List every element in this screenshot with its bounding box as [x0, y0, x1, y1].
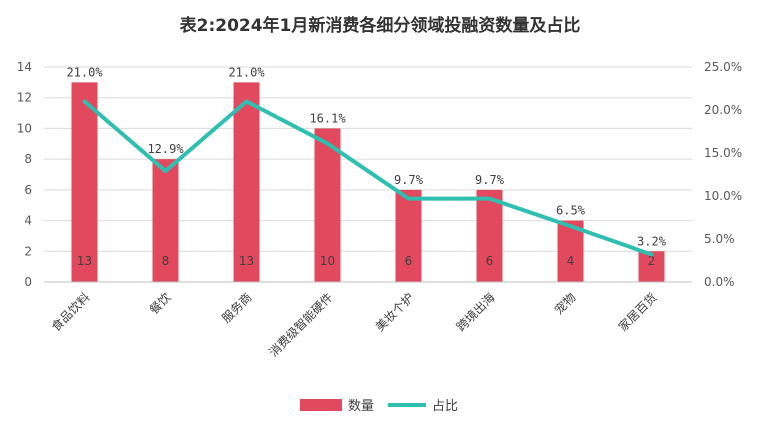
bar: [233, 82, 260, 282]
chart-title: 表2:2024年1月新消费各细分领域投融资数量及占比: [180, 15, 581, 36]
x-tick-label: 消费级智能硬件: [266, 290, 336, 360]
legend-label-share: 占比: [432, 399, 458, 414]
y-right-tick-label: 10.0%: [704, 189, 742, 203]
line-value-label: 6.5%: [556, 204, 586, 218]
y-right-tick-label: 15.0%: [704, 146, 742, 160]
gridlines: [44, 66, 692, 252]
bar: [476, 189, 503, 282]
line-value-label: 9.7%: [394, 173, 424, 187]
y-left-tick-label: 10: [17, 121, 32, 135]
y-right-tick-label: 25.0%: [704, 60, 742, 74]
bar: [314, 128, 341, 282]
x-tick-label: 家居百货: [615, 290, 660, 335]
y-right-tick-label: 0.0%: [704, 275, 735, 289]
y-left-tick-label: 14: [17, 60, 32, 74]
x-tick-label: 服务商: [219, 290, 255, 326]
share-line: [82, 99, 654, 257]
line-value-label: 3.2%: [637, 234, 667, 248]
y-left-tick-label: 8: [24, 152, 32, 166]
line-value-label: 9.7%: [475, 173, 505, 187]
bar-value-label: 13: [77, 254, 92, 268]
y-right-tick-label: 5.0%: [704, 232, 735, 246]
x-tick-label: 食品饮料: [48, 290, 93, 335]
y-left-tick-label: 0: [24, 275, 32, 289]
x-tick-label: 跨境出海: [453, 290, 498, 335]
bar-value-label: 13: [239, 254, 254, 268]
bar-value-label: 4: [567, 254, 575, 268]
bar-value-label: 8: [162, 254, 170, 268]
line-series: [82, 99, 654, 257]
legend-label-count: 数量: [348, 399, 374, 414]
bar-series: 13 8 13 10 6 6 4 2: [71, 82, 665, 282]
bar: [395, 189, 422, 282]
bar-value-label: 2: [648, 254, 656, 268]
legend: 数量 占比: [300, 399, 458, 414]
line-value-label: 21.0%: [66, 65, 103, 79]
line-value-label: 21.0%: [228, 65, 265, 79]
bar: [152, 159, 179, 282]
axes: 0 2 4 6 8 10 12 14 0.0% 5.0% 10.0% 15.0% 20.0% 25.0% 2…: [17, 60, 742, 360]
legend-swatch-count: [300, 399, 342, 411]
y-left-tick-label: 6: [24, 183, 32, 197]
x-tick-label: 餐饮: [146, 290, 174, 318]
y-left-tick-label: 2: [24, 244, 32, 258]
x-tick-label: 美妆个护: [373, 290, 417, 334]
y-left-tick-label: 4: [24, 214, 32, 228]
bar: [71, 82, 98, 282]
bar-value-label: 6: [486, 254, 494, 268]
y-left-tick-label: 12: [17, 91, 32, 105]
line-value-label: 12.9%: [147, 142, 184, 156]
y-right-tick-label: 20.0%: [704, 103, 742, 117]
bar-value-label: 10: [320, 254, 335, 268]
x-tick-label: 宠物: [551, 290, 579, 318]
bar-value-label: 6: [405, 254, 413, 268]
line-value-label: 16.1%: [309, 111, 346, 125]
